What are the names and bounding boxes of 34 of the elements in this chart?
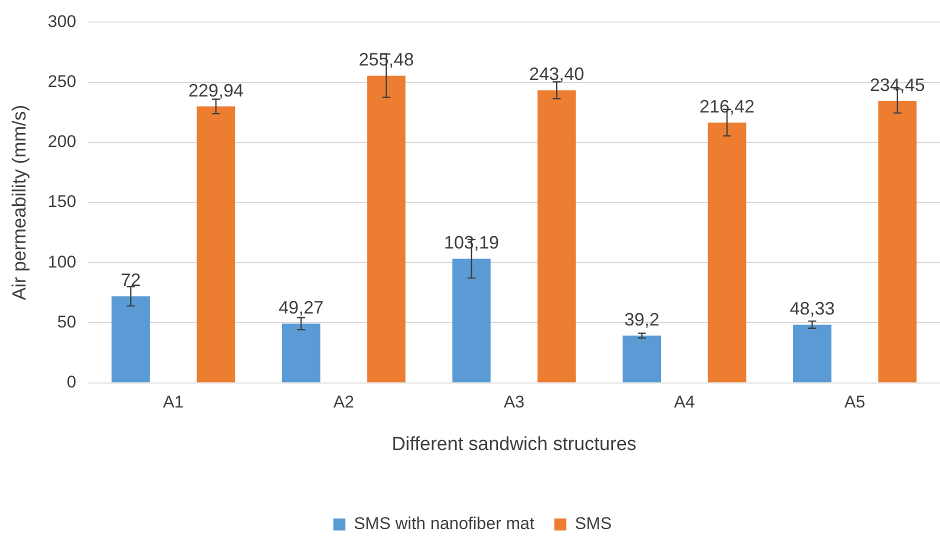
y-tick-label: 250	[48, 72, 76, 91]
x-tick-label: A4	[674, 392, 695, 412]
data-label: 39,2	[624, 310, 660, 330]
data-label: 49,27	[278, 298, 324, 318]
bar	[452, 258, 491, 382]
data-label: 72	[120, 270, 141, 290]
x-tick-label: A1	[162, 392, 184, 412]
data-label: 234,45	[870, 74, 925, 95]
bar	[538, 90, 576, 382]
y-tick-label: 0	[66, 372, 76, 392]
y-tick-label: 200	[48, 132, 76, 152]
bar	[282, 324, 320, 382]
y-tick-label: 150	[48, 192, 76, 212]
data-label: 216,42	[700, 96, 755, 117]
y-tick-label: 50	[57, 312, 76, 332]
bar	[708, 122, 746, 382]
data-label: 229,94	[188, 80, 244, 100]
x-tick-label: A3	[504, 392, 524, 412]
x-tick-label: A5	[844, 392, 866, 412]
data-label: 48,33	[790, 298, 835, 319]
legend-label: SMS with nanofiber mat	[354, 514, 535, 534]
bar	[878, 100, 917, 382]
bar	[367, 76, 406, 382]
y-tick-label: 300	[48, 12, 76, 31]
legend-label: SMS	[574, 514, 612, 534]
bar	[622, 336, 662, 382]
bar	[793, 324, 832, 382]
data-label: 243,40	[529, 64, 584, 84]
y-axis-title: Air permeability (mm/s)	[10, 104, 31, 300]
x-tick-label: A2	[333, 392, 354, 412]
y-tick-label: 100	[48, 252, 76, 272]
x-axis-title: Different sandwich structures	[392, 434, 636, 455]
bar	[112, 296, 150, 382]
bar	[196, 106, 236, 382]
